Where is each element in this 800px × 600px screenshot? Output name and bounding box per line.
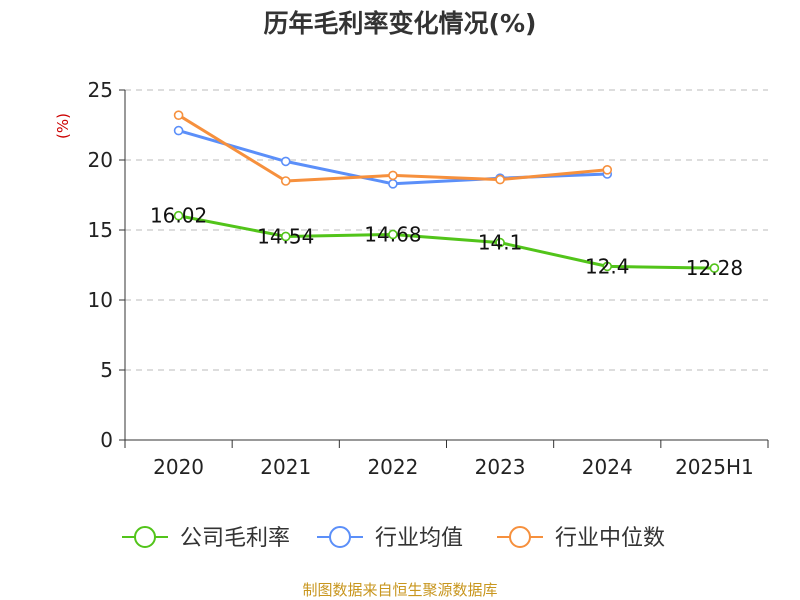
- y-axis-title: (%): [54, 113, 72, 139]
- data-point: [388, 229, 398, 240]
- legend-label: 行业中位数: [555, 526, 665, 551]
- series-0: [173, 210, 720, 273]
- x-tick-label: 2023: [475, 455, 526, 479]
- data-label: 14.54: [257, 224, 314, 248]
- data-point: [709, 263, 720, 273]
- data-label: 12.28: [686, 256, 743, 280]
- legend-marker: [134, 526, 156, 548]
- data-point: [173, 125, 184, 136]
- y-tick-label: 5: [100, 358, 113, 382]
- legend-label: 公司毛利率: [180, 526, 290, 551]
- data-point: [280, 231, 291, 242]
- x-tick-label: 2024: [582, 455, 633, 479]
- source-note: 制图数据来自恒生聚源数据库: [302, 581, 498, 599]
- grid-lines: [125, 89, 768, 371]
- data-label: 12.4: [585, 254, 630, 278]
- x-tick-label: 2022: [367, 455, 418, 479]
- y-tick-label: 10: [88, 288, 113, 312]
- legend-item: 公司毛利率: [122, 526, 290, 551]
- data-point: [495, 174, 505, 185]
- data-label: 14.68: [364, 222, 421, 246]
- data-point: [280, 176, 291, 186]
- data-point: [388, 179, 398, 189]
- y-tick-label: 0: [100, 428, 113, 452]
- data-point: [173, 110, 184, 120]
- axes: 0 5 10 15 20 25 2020 2021 2022 2023 2024 2025H1: [88, 78, 769, 479]
- legend: 公司毛利率 行业均值 行业中位数: [122, 526, 665, 551]
- data-label: 16.02: [150, 204, 207, 228]
- x-tick-label: 2021: [260, 455, 311, 479]
- data-point: [280, 156, 291, 167]
- x-tick-label: 2020: [153, 455, 204, 479]
- series: [173, 110, 720, 273]
- legend-item: 行业均值: [317, 526, 463, 551]
- data-point: [602, 261, 613, 272]
- data-label: 14.1: [478, 231, 523, 255]
- chart-title: 历年毛利率变化情况(%): [263, 9, 537, 38]
- data-point: [388, 170, 398, 181]
- legend-marker: [329, 526, 351, 548]
- series-2: [173, 110, 613, 186]
- data-point: [173, 210, 184, 221]
- data-point: [602, 165, 613, 175]
- data-labels: 16.02 14.54 14.68 14.1 12.4 12.28: [150, 204, 743, 280]
- y-tick-label: 25: [88, 78, 113, 102]
- series-line: [177, 214, 716, 270]
- legend-marker: [509, 526, 531, 548]
- x-tick-label: 2025H1: [675, 455, 754, 479]
- data-point: [495, 237, 505, 248]
- y-tick-label: 20: [88, 148, 113, 172]
- legend-label: 行业均值: [375, 526, 463, 551]
- legend-item: 行业中位数: [497, 526, 665, 551]
- y-tick-label: 15: [88, 218, 113, 242]
